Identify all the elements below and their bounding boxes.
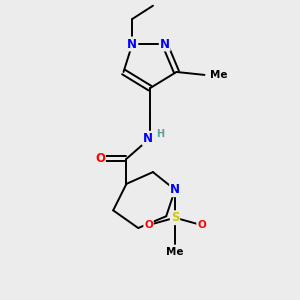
Text: H: H (156, 129, 164, 139)
Text: Me: Me (166, 247, 184, 257)
Text: N: N (170, 183, 180, 196)
Text: Me: Me (210, 70, 227, 80)
Text: O: O (197, 220, 206, 230)
Text: N: N (127, 38, 137, 50)
Text: N: N (142, 132, 153, 145)
Text: O: O (144, 220, 153, 230)
Text: S: S (171, 211, 179, 224)
Text: N: N (160, 38, 170, 50)
Text: O: O (95, 152, 105, 165)
